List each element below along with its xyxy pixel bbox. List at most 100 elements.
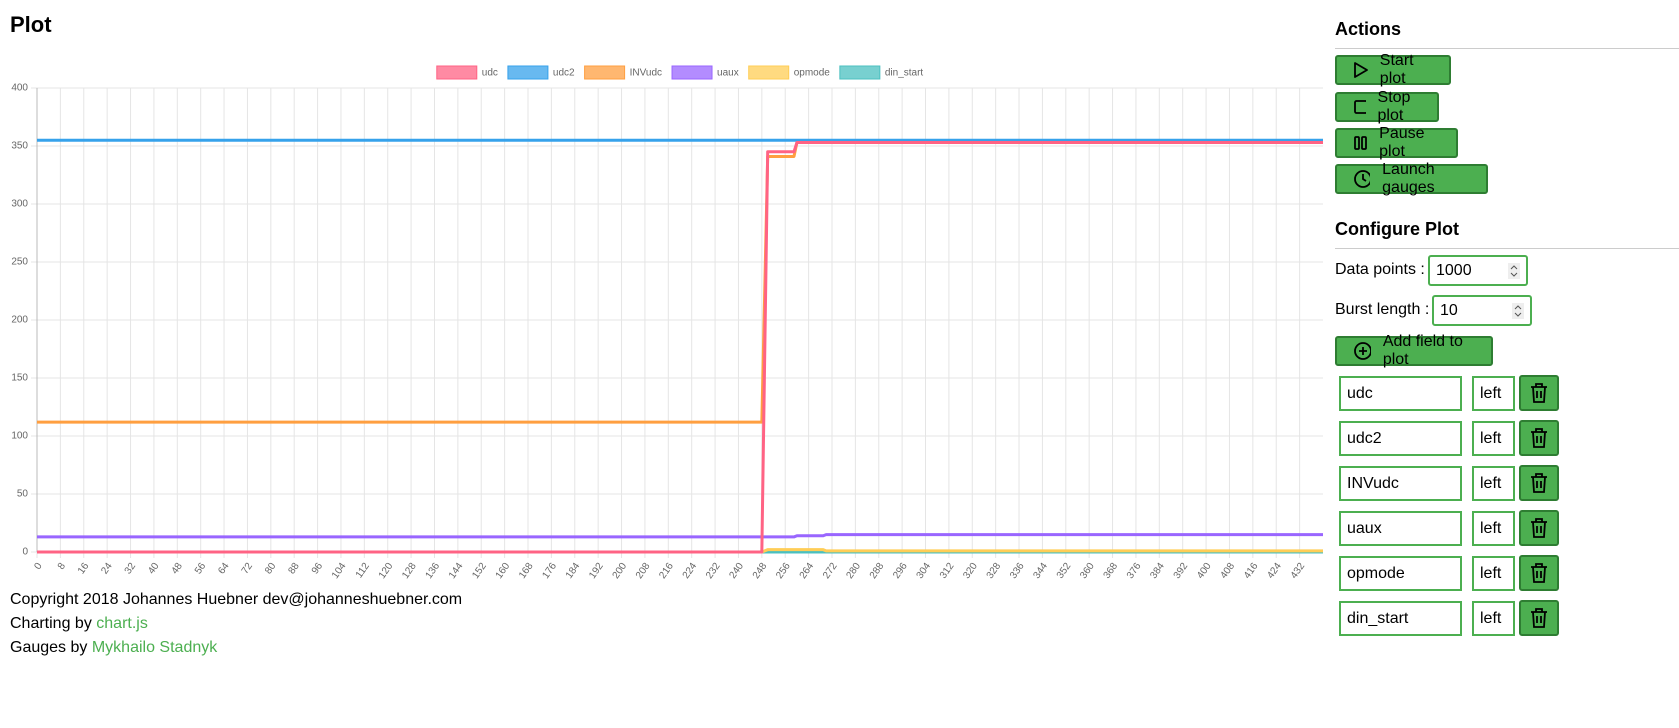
legend-swatch: [507, 65, 549, 80]
data-points-label: Data points :: [1335, 261, 1425, 278]
credit-text: Charting by: [10, 615, 92, 632]
field-axis-input[interactable]: left: [1472, 466, 1515, 501]
burst-length-input[interactable]: 10: [1432, 295, 1532, 326]
x-tick-label: 88: [286, 561, 302, 577]
series-line: [37, 141, 1323, 424]
field-axis-input[interactable]: left: [1472, 511, 1515, 546]
x-tick-label: 352: [1055, 561, 1074, 581]
x-tick-label: 96: [310, 561, 326, 577]
trash-icon: [1531, 518, 1547, 538]
add-field-button[interactable]: Add field to plot: [1335, 333, 1493, 368]
gauges-button[interactable]: Launch gauges: [1335, 161, 1488, 196]
x-tick-label: 376: [1125, 561, 1144, 581]
legend-swatch: [748, 65, 790, 80]
x-tick-label: 408: [1219, 561, 1238, 581]
input-value: 1000: [1436, 261, 1472, 279]
legend-swatch: [584, 65, 626, 80]
series-line: [37, 141, 1323, 554]
x-tick-label: 240: [727, 561, 746, 581]
x-tick-label: 104: [330, 561, 349, 581]
x-tick-label: 176: [540, 561, 559, 581]
x-tick-label: 48: [170, 561, 186, 577]
play-icon: [1354, 62, 1368, 78]
x-tick-label: 136: [424, 561, 443, 581]
credit-text: Gauges by: [10, 639, 88, 656]
x-tick-label: 272: [821, 561, 840, 581]
field-name-input[interactable]: INVudc: [1339, 466, 1462, 501]
pause-icon: [1354, 136, 1367, 150]
delete-button[interactable]: [1519, 420, 1559, 456]
x-tick-label: 360: [1078, 561, 1097, 581]
x-tick-label: 128: [400, 561, 419, 581]
x-tick-label: 24: [99, 561, 115, 577]
field-axis-input[interactable]: left: [1472, 556, 1515, 591]
trash-icon: [1531, 428, 1547, 448]
credit-link[interactable]: chart.js: [96, 615, 148, 632]
x-tick-label: 40: [146, 561, 162, 577]
pause-button[interactable]: Pause plot: [1335, 125, 1458, 160]
y-tick-label: 350: [11, 141, 28, 152]
x-tick-label: 256: [774, 561, 793, 581]
x-tick-label: 416: [1242, 561, 1261, 581]
stop-button[interactable]: Stop plot: [1335, 89, 1439, 124]
delete-button[interactable]: [1519, 510, 1559, 546]
delete-button[interactable]: [1519, 465, 1559, 501]
x-tick-label: 432: [1289, 561, 1308, 581]
charting-credit: Charting by chart.js: [10, 615, 148, 633]
x-tick-label: 296: [891, 561, 910, 581]
credit-link[interactable]: Mykhailo Stadnyk: [91, 639, 218, 656]
x-tick-label: 144: [447, 561, 466, 581]
legend-label: din_start: [885, 68, 924, 79]
legend-label: udc: [482, 68, 498, 79]
delete-button[interactable]: [1519, 375, 1559, 411]
x-tick-label: 288: [868, 561, 887, 581]
y-tick-label: 250: [11, 257, 28, 268]
trash-icon: [1531, 383, 1547, 403]
delete-button[interactable]: [1519, 555, 1559, 591]
field-axis-input[interactable]: left: [1472, 376, 1515, 411]
y-tick-label: 400: [11, 83, 28, 94]
field-axis-input[interactable]: left: [1472, 601, 1515, 636]
spinner: [1512, 303, 1524, 319]
delete-button[interactable]: [1519, 600, 1559, 636]
x-tick-label: 160: [494, 561, 513, 581]
y-tick-label: 150: [11, 373, 28, 384]
field-name-input[interactable]: din_start: [1339, 601, 1462, 636]
button-label: Stop plot: [1377, 89, 1411, 124]
field-name-input[interactable]: udc: [1339, 376, 1462, 411]
clock-icon: [1354, 170, 1371, 188]
x-tick-label: 392: [1172, 561, 1191, 581]
x-tick-label: 152: [470, 561, 489, 581]
field-name-input[interactable]: udc2: [1339, 421, 1462, 456]
x-tick-label: 112: [354, 561, 372, 581]
button-label: Add field to plot: [1382, 333, 1463, 368]
x-tick-label: 384: [1148, 561, 1167, 581]
start-button[interactable]: Start plot: [1335, 52, 1451, 87]
field-name-input[interactable]: uaux: [1339, 511, 1462, 546]
data-points-input[interactable]: 1000: [1428, 255, 1528, 286]
burst-length-label: Burst length :: [1335, 301, 1430, 318]
field-name-input[interactable]: opmode: [1339, 556, 1462, 591]
legend-swatch: [839, 65, 881, 80]
legend-label: INVudc: [630, 68, 662, 79]
page-title: Plot: [10, 12, 52, 37]
legend-swatch: [671, 65, 713, 80]
y-tick-label: 0: [22, 547, 28, 558]
x-tick-label: 200: [611, 561, 630, 581]
x-tick-label: 168: [517, 561, 536, 581]
x-tick-label: 32: [123, 561, 139, 577]
x-tick-label: 328: [985, 561, 1004, 581]
x-tick-label: 56: [193, 561, 209, 577]
x-tick-label: 80: [263, 561, 279, 577]
x-tick-label: 208: [634, 561, 653, 581]
divider: [1335, 248, 1679, 249]
legend-label: udc2: [553, 68, 575, 79]
y-tick-label: 100: [11, 431, 28, 442]
field-axis-input[interactable]: left: [1472, 421, 1515, 456]
x-tick-label: 184: [564, 561, 583, 581]
x-tick-label: 280: [844, 561, 863, 581]
x-tick-label: 16: [76, 561, 92, 577]
x-tick-label: 336: [1008, 561, 1027, 581]
x-tick-label: 368: [1102, 561, 1121, 581]
